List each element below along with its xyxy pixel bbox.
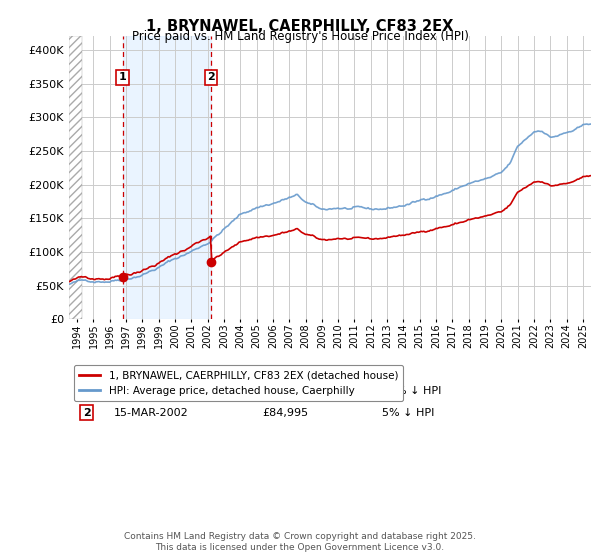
Text: Contains HM Land Registry data © Crown copyright and database right 2025.
This d: Contains HM Land Registry data © Crown c… <box>124 532 476 552</box>
Text: 1, BRYNAWEL, CAERPHILLY, CF83 2EX: 1, BRYNAWEL, CAERPHILLY, CF83 2EX <box>146 19 454 34</box>
Text: 2: 2 <box>207 72 215 82</box>
Text: £84,995: £84,995 <box>262 408 308 418</box>
Text: 2: 2 <box>83 408 91 418</box>
Text: Price paid vs. HM Land Registry's House Price Index (HPI): Price paid vs. HM Land Registry's House … <box>131 30 469 43</box>
Text: 1: 1 <box>83 386 91 396</box>
Text: 5% ↓ HPI: 5% ↓ HPI <box>382 408 434 418</box>
Text: 11% ↓ HPI: 11% ↓ HPI <box>382 386 442 396</box>
Text: 15-MAR-2002: 15-MAR-2002 <box>113 408 188 418</box>
Bar <box>122 36 211 319</box>
Text: 1: 1 <box>119 72 127 82</box>
Text: 11-OCT-1996: 11-OCT-1996 <box>113 386 186 396</box>
Legend: 1, BRYNAWEL, CAERPHILLY, CF83 2EX (detached house), HPI: Average price, detached: 1, BRYNAWEL, CAERPHILLY, CF83 2EX (detac… <box>74 366 403 401</box>
Text: £62,000: £62,000 <box>262 386 308 396</box>
